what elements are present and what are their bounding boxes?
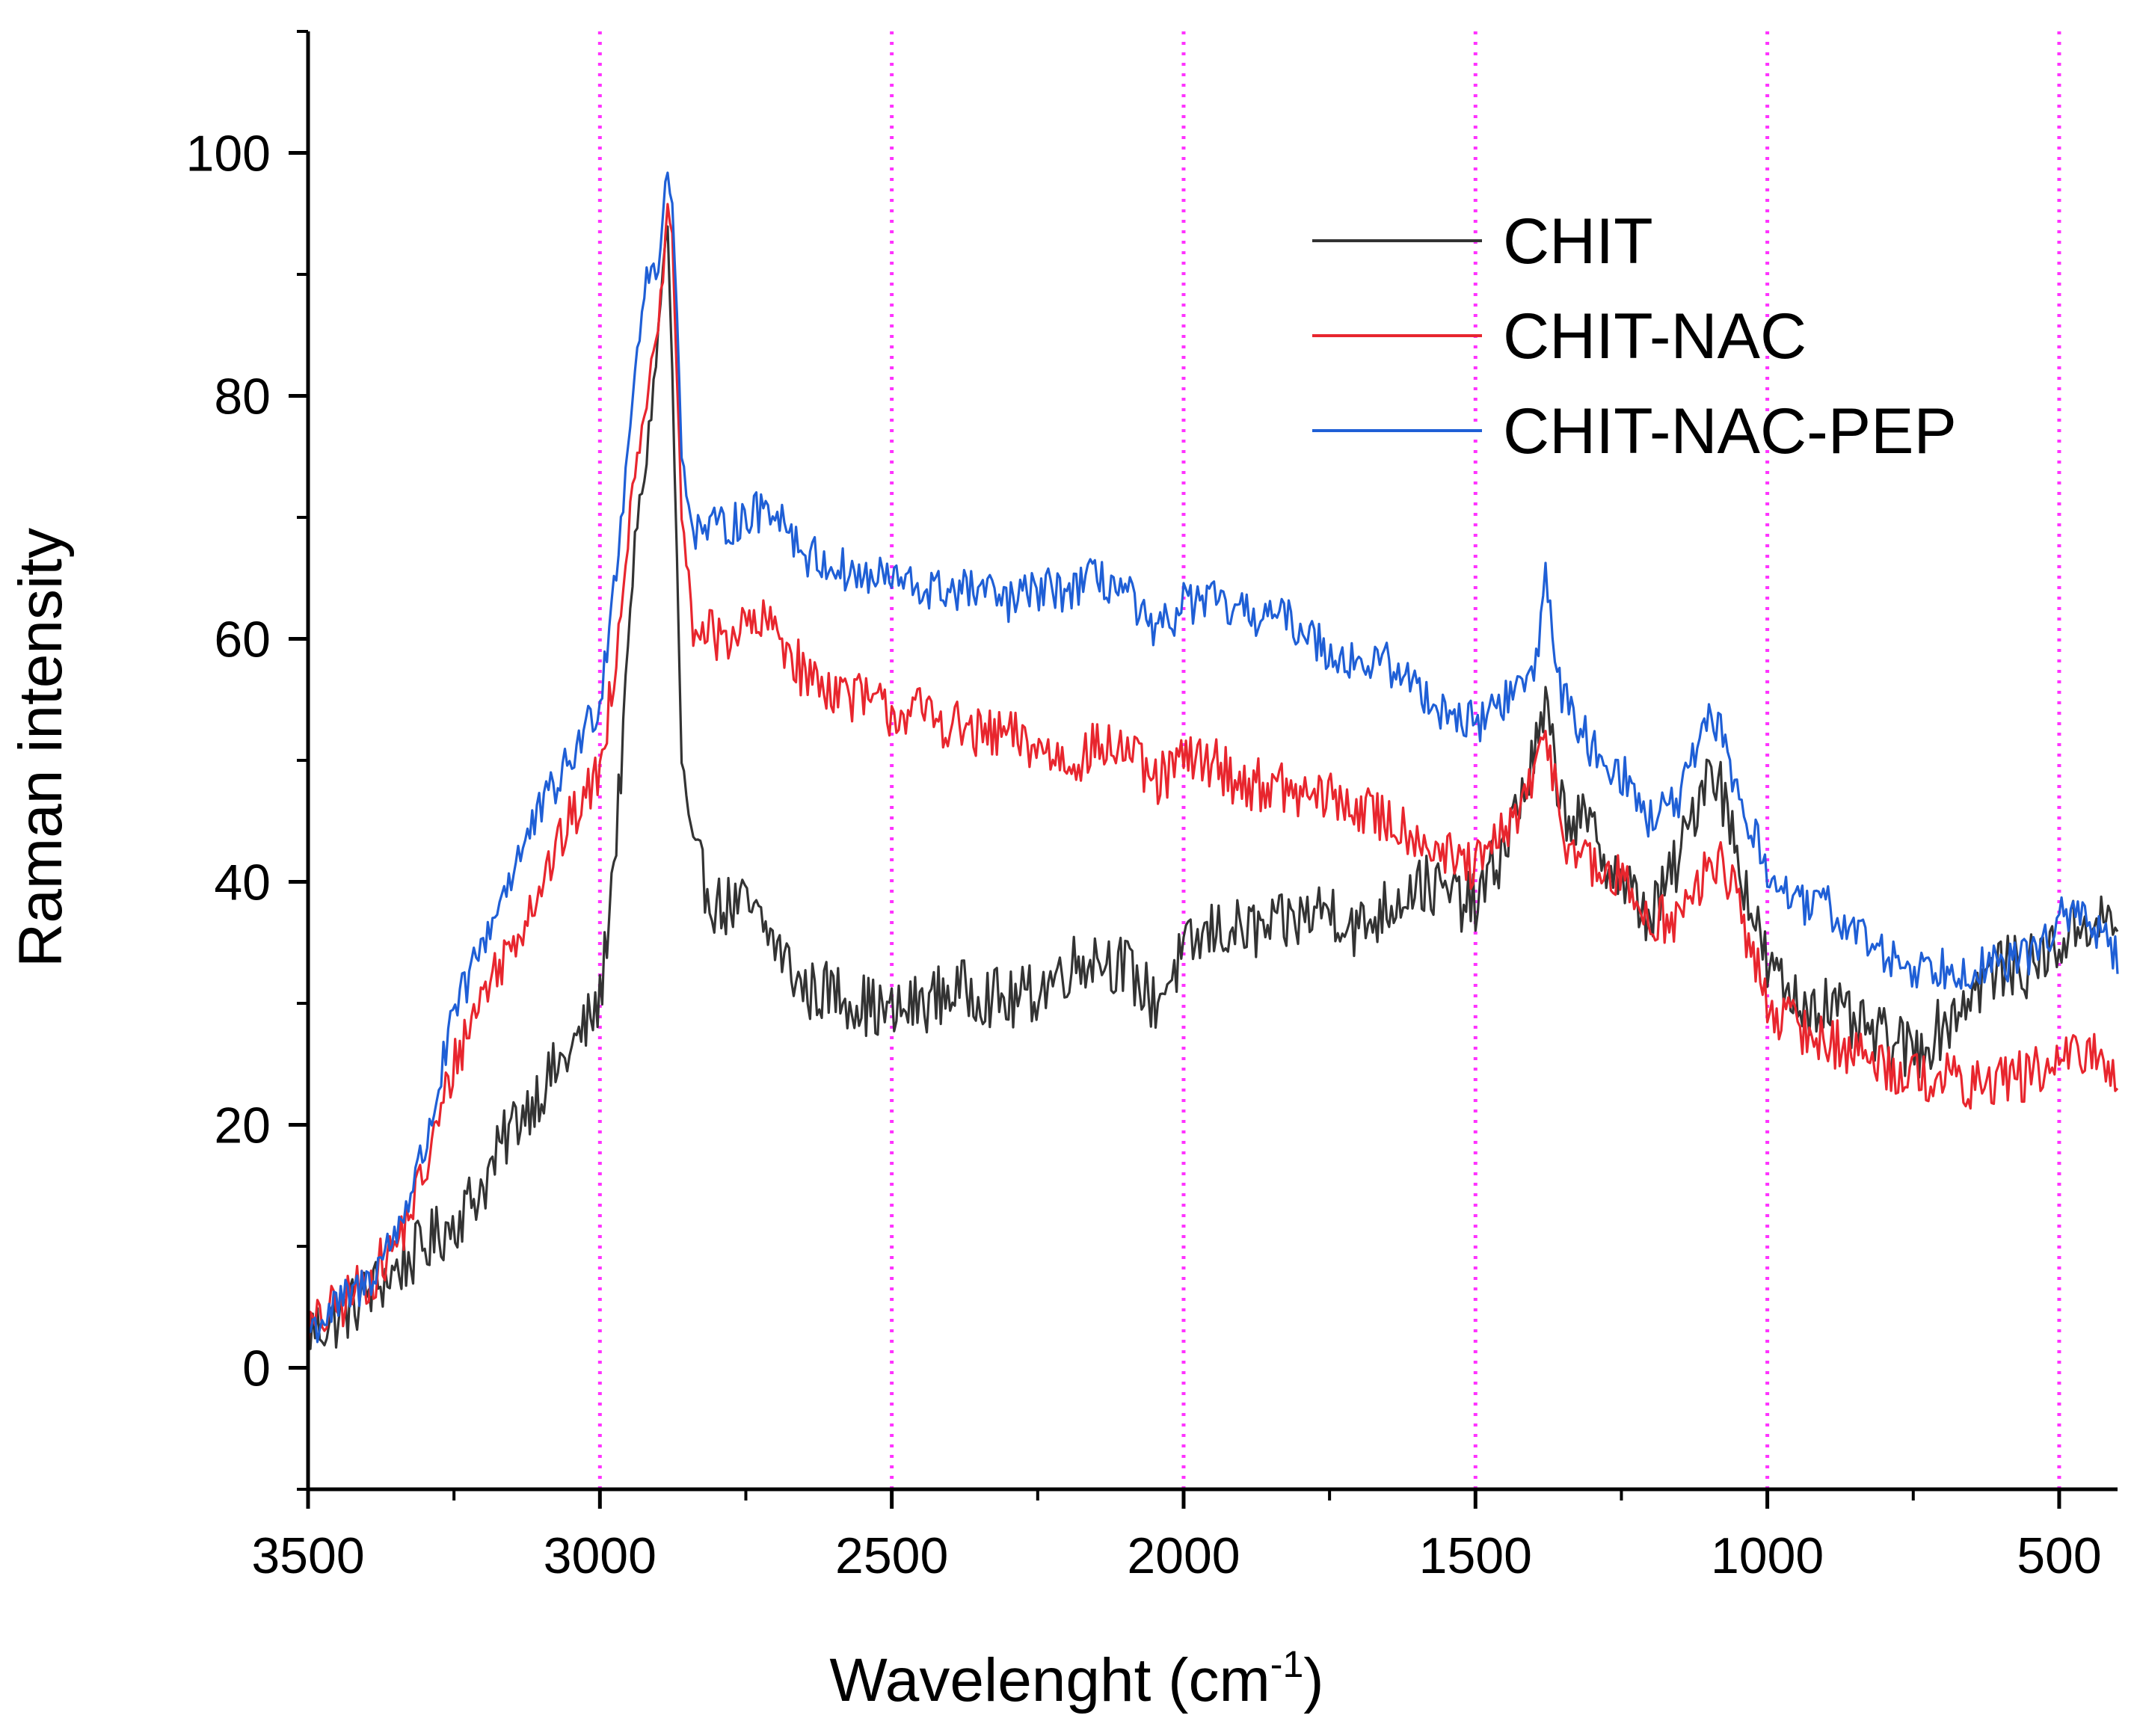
legend-label-chit: CHIT [1503,206,1653,277]
y-tick-label-20: 20 [214,1098,271,1154]
x-tick-label-500: 500 [2017,1527,2101,1584]
x-tick-label-3500: 3500 [251,1527,364,1584]
legend-label-chit-nac: CHIT-NAC [1503,301,1806,372]
y-axis-title: Raman intensity [7,528,75,967]
x-tick-label-3000: 3000 [544,1527,657,1584]
series-line-chit-nac [307,203,2119,1353]
legend-label-chit-nac-pep: CHIT-NAC-PEP [1503,395,1957,467]
axes: 0 20 40 60 80 100 3500 3000 2500 2000 1500 1000 500 [186,30,2118,1584]
x-axis-title-superscript: -1 [1270,1643,1303,1685]
y-tick-label-60: 60 [214,612,271,668]
x-tick-label-2000: 2000 [1127,1527,1240,1584]
series-line-chit-nac-pep [307,171,2119,1343]
x-axis-title-close: ) [1303,1646,1323,1714]
y-tick-label-40: 40 [214,855,271,911]
series-layer [307,171,2119,1353]
y-tick-label-0: 0 [242,1341,271,1397]
series-line-chit [307,225,2119,1350]
x-tick-label-1500: 1500 [1419,1527,1532,1584]
y-tick-label-100: 100 [186,126,271,182]
x-tick-label-1000: 1000 [1711,1527,1824,1584]
x-axis-title: Wavelenght (cm-1) [829,1643,1323,1714]
legend: CHIT CHIT-NAC CHIT-NAC-PEP [1312,206,1957,467]
x-axis-title-main: Wavelenght (cm [829,1646,1270,1714]
x-tick-label-2500: 2500 [835,1527,948,1584]
y-tick-label-80: 80 [214,369,271,425]
reference-lines [597,31,2061,1489]
